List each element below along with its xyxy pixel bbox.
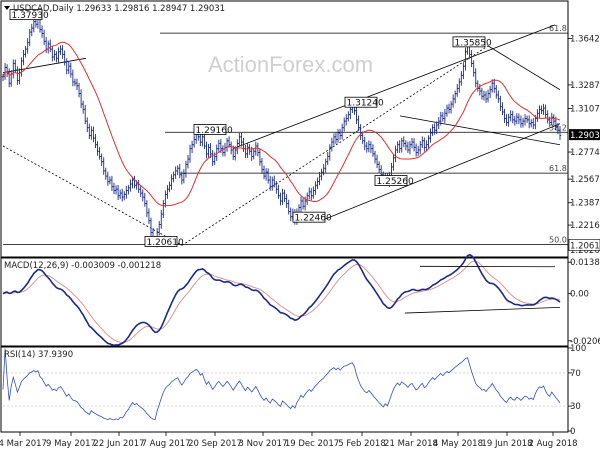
y-tick-label: 1.36420 [570,34,600,44]
y-tick-label: 1.25670 [570,175,600,185]
last-price-label: 1.29031 [570,131,600,141]
x-tick-label: 19 Dec 2017 [285,439,339,449]
collapse-triangle-icon[interactable] [4,6,10,10]
annotation-box [452,36,486,48]
y-tick-label: 1.23870 [570,199,600,209]
annotation-box [374,175,408,186]
annotation-label: 1.25260 [377,177,414,187]
macd-signal-line [2,260,561,343]
macd-line [2,253,561,347]
x-tick-label: 21 Mar 2018 [384,439,438,449]
trend-line [232,24,556,150]
rsi-tick-label: 0 [570,427,575,437]
x-tick-label: 5 Feb 2018 [338,439,386,449]
fib-label: 50.0 [549,235,567,244]
x-tick-label: 2 Aug 2018 [528,439,577,449]
macd-series [2,253,561,347]
annotation-label: 1.35850 [455,38,492,48]
x-tick-label: 19 Jun 2018 [481,439,532,449]
trend-line [399,115,561,146]
y-tick-label: 1.22160 [570,221,600,231]
y-tick-label: 1.20260 [570,246,600,256]
x-tick-label: 22 Jun 2017 [93,439,144,449]
trend-line [181,45,489,246]
rsi-tick-label: 70 [570,369,581,379]
x-tick-label: 24 Mar 2017 [0,439,47,449]
price-panel-frame [0,0,569,258]
annotation-box [9,9,43,21]
macd-tick-label: -0.020648 [570,337,600,347]
x-tick-label: 20 Sep 2017 [188,439,242,449]
rsi-line [2,348,561,421]
macd-tick-label: 0.013802 [570,258,600,268]
annotation-labels: 1.37930 1.35850 1.31240 1.29160 1.25260 1.224… [9,9,492,248]
trend-line [319,123,561,222]
trend-line [487,45,561,91]
bottom-price-label: 1.20610 [570,241,600,251]
moving-average-line [2,41,561,207]
x-tick-label: 9 May 2017 [46,439,96,449]
annotation-label: 1.20610 [147,238,184,248]
macd-panel-frame [0,257,569,347]
y-tick-label: 1.27740 [570,148,600,158]
rsi-panel-title: RSI(14) 37.9390 [4,350,73,360]
annotation-box [292,211,326,223]
x-tick-label: 7 Aug 2017 [141,439,190,449]
x-tick-label: 4 May 2018 [433,439,483,449]
fib-label: 61.8 [549,164,567,173]
rsi-tick-label: 100 [570,344,586,354]
bottom-label-box [568,239,600,251]
macd-panel-title: MACD(12,26,9) -0.003009 -0.001218 [4,261,161,271]
rsi-tick-label: 30 [570,402,581,412]
annotation-label: 1.31240 [347,99,384,109]
watermark: ActionForex.com [208,52,373,77]
trend-line [2,145,183,246]
rsi-series [2,348,568,421]
y-tick-label: 1.31070 [570,104,600,114]
macd-tick-label: 0.00 [570,290,589,300]
rsi-panel-frame [0,346,569,433]
price-series [1,14,562,248]
annotation-box [144,235,178,247]
y-tick-label: 1.32870 [570,81,600,91]
macd-trend-line [404,306,561,314]
fib-label: 61.8 [549,24,567,33]
annotation-box [344,96,378,108]
annotation-box [193,124,227,135]
last-price-box [569,129,600,141]
annotation-label: 1.22460 [295,214,332,224]
price-panel-title: USDCAD,Daily 1.29633 1.29816 1.28947 1.2… [13,4,225,14]
axis-labels: 1.36420 1.32870 1.31070 1.27740 1.25670 1.238… [0,34,600,449]
annotation-label: 1.37930 [12,11,49,21]
annotation-label: 1.29160 [196,126,233,136]
x-tick-label: 3 Nov 2017 [238,439,287,449]
